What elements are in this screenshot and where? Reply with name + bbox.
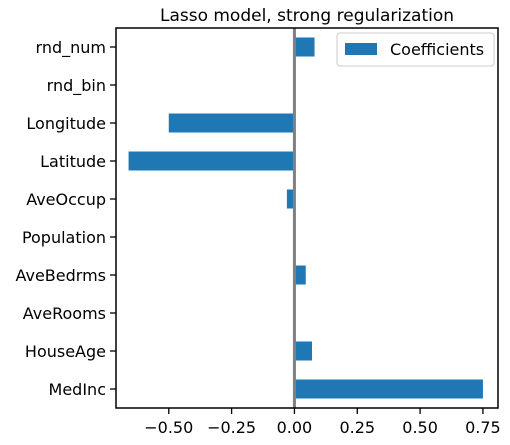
y-tick-label: Population bbox=[22, 228, 106, 247]
legend-box bbox=[336, 32, 495, 67]
x-tick-label: −0.25 bbox=[207, 418, 256, 437]
y-tick-label: AveBedrms bbox=[15, 266, 106, 285]
bar-AveOccup bbox=[286, 189, 295, 209]
x-tick-label: −0.50 bbox=[144, 418, 193, 437]
x-tick-label: 0.00 bbox=[277, 418, 313, 437]
bar-Latitude bbox=[128, 151, 295, 171]
bars-group bbox=[128, 37, 483, 399]
x-tick-label: 0.25 bbox=[339, 418, 375, 437]
y-tick-label: AveOccup bbox=[26, 190, 106, 209]
y-tick-label: HouseAge bbox=[25, 342, 106, 361]
y-tick-label: rnd_bin bbox=[47, 76, 106, 96]
legend-label: Coefficients bbox=[390, 40, 484, 59]
y-tick-label: AveRooms bbox=[23, 304, 106, 323]
x-tick-label: 0.50 bbox=[402, 418, 438, 437]
bar-AveBedrms bbox=[294, 265, 306, 285]
y-tick-label: Longitude bbox=[26, 114, 106, 133]
y-tick-label: MedInc bbox=[49, 380, 106, 399]
bar-HouseAge bbox=[294, 341, 313, 361]
legend: Coefficients bbox=[336, 32, 495, 67]
x-tick-label: 0.75 bbox=[465, 418, 501, 437]
plot-frame bbox=[115, 27, 499, 409]
bar-rnd_num bbox=[294, 37, 315, 57]
x-axis: −0.50 −0.25 0.00 0.25 0.50 0.75 bbox=[144, 408, 501, 437]
chart-title: Lasso model, strong regularization bbox=[160, 6, 454, 26]
legend-swatch bbox=[345, 43, 377, 55]
y-axis: MedInc HouseAge AveRooms AveBedrms Populatio… bbox=[15, 38, 116, 399]
y-tick-label: Latitude bbox=[40, 152, 106, 171]
y-tick-label: rnd_num bbox=[36, 38, 106, 58]
bar-Longitude bbox=[168, 113, 295, 133]
bar-MedInc bbox=[294, 379, 483, 399]
